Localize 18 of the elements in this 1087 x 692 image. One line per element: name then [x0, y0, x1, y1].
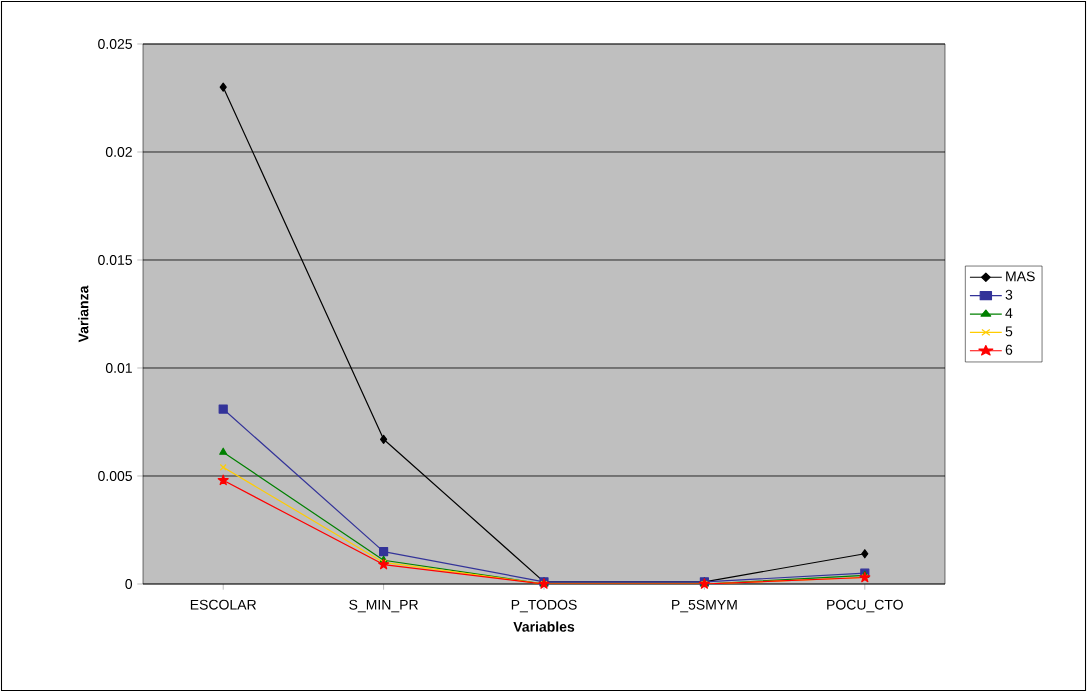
y-axis-title: Varianza	[78, 285, 89, 343]
y-tick-label: 0.01	[105, 363, 132, 373]
legend-label: 5	[1005, 326, 1013, 337]
y-tick-label: 0.02	[105, 147, 132, 157]
x-tick-label: P_TODOS	[511, 599, 577, 613]
x-tick-label: S_MIN_PR	[349, 599, 418, 613]
legend-label: MAS	[1006, 271, 1035, 282]
y-tick-label: 0	[125, 579, 133, 589]
y-tick-label: 0.025	[98, 39, 132, 49]
x-tick-label: POCU_CTO	[827, 599, 903, 613]
legend-label: 3	[1005, 289, 1013, 300]
x-tick-label: ESCOLAR	[190, 599, 256, 610]
y-tick-label: 0.005	[98, 471, 132, 481]
y-tick-label: 0.015	[98, 255, 132, 265]
x-axis-title: Variables	[513, 621, 575, 632]
x-tick-label: P_5SMYM	[672, 599, 737, 613]
legend-label: 6	[1005, 344, 1013, 355]
legend-label: 4	[1005, 308, 1013, 318]
